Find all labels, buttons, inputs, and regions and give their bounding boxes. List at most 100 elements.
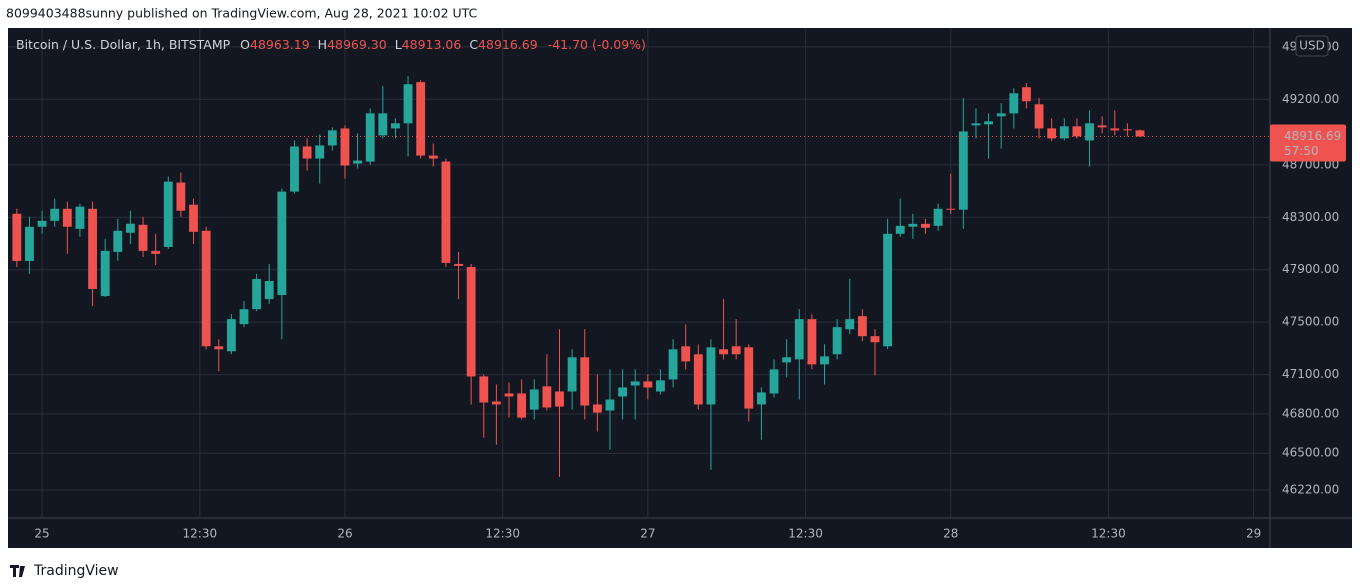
candle-body (378, 113, 388, 136)
candle-body (656, 380, 665, 392)
candle-body (744, 347, 754, 409)
legend-change: -41.70 (-0.09%) (548, 37, 646, 52)
candle-body (163, 181, 173, 247)
candle-body (592, 404, 602, 413)
candle-body (391, 123, 400, 129)
candle-body (517, 393, 527, 418)
candle-body (706, 347, 716, 405)
candle-body (807, 319, 817, 365)
candle-body (883, 233, 893, 347)
currency-badge (1295, 35, 1329, 57)
candle-body (1072, 126, 1082, 137)
last-price-box (1270, 124, 1346, 162)
y-tick-label: 49200.00 (1282, 92, 1339, 106)
candle-body (1009, 93, 1019, 114)
candle-body (529, 389, 539, 410)
candle-body (681, 346, 691, 362)
candle-body (100, 250, 110, 297)
y-tick-label: 46800.00 (1282, 406, 1339, 420)
candle-body (75, 206, 85, 229)
candle-body (1122, 129, 1132, 131)
candle-body (315, 145, 325, 159)
candle-body (353, 160, 362, 164)
candle-body (668, 349, 678, 380)
candle-body (50, 208, 60, 221)
candle-body (845, 319, 855, 330)
candle-body (782, 357, 792, 363)
legend-value: 48913.06 (402, 37, 462, 52)
candle-body (403, 84, 413, 124)
candle-body (1059, 126, 1069, 139)
legend-key: H (318, 37, 327, 52)
candle-body (138, 224, 148, 251)
legend-key: C (469, 37, 478, 52)
x-tick-label: 29 (1246, 527, 1261, 541)
x-tick-label: 12:30 (788, 527, 823, 541)
legend: Bitcoin / U.S. Dollar, 1h, BITSTAMP O489… (16, 37, 646, 52)
candle-body (25, 226, 34, 261)
x-tick-label: 27 (640, 527, 655, 541)
candle-body (302, 146, 312, 159)
candle-body (466, 266, 476, 377)
legend-value: 48969.30 (327, 37, 387, 52)
candle-body (264, 280, 274, 300)
x-tick-label: 26 (337, 527, 352, 541)
x-tick-label: 25 (34, 527, 49, 541)
y-tick-label: 47100.00 (1282, 367, 1339, 381)
y-tick-label: 47900.00 (1282, 262, 1339, 276)
header: 8099403488sunny published on TradingView… (6, 6, 478, 21)
candle-body (895, 225, 905, 234)
candle-body (226, 319, 236, 352)
chart-panel (8, 28, 1352, 548)
candle-body (441, 161, 451, 263)
candle-body (870, 336, 880, 343)
candle-body (277, 191, 287, 296)
candle-body (542, 386, 552, 408)
currency-label: USD (1299, 39, 1325, 53)
x-tick-label: 28 (943, 527, 958, 541)
candle-body (769, 369, 779, 394)
countdown-label: 57:50 (1284, 144, 1319, 158)
candle-body (428, 155, 438, 159)
candle-body (1047, 128, 1057, 139)
candle-body (1097, 125, 1107, 128)
candle-body (933, 208, 943, 226)
brand-name: TradingView (33, 563, 119, 579)
candle-body (996, 113, 1006, 117)
y-tick-label: 48300.00 (1282, 210, 1339, 224)
x-tick-label: 12:30 (1091, 527, 1126, 541)
candle-body (239, 309, 249, 325)
candle-body (37, 220, 47, 227)
candle-body (605, 399, 615, 411)
candle-body (630, 381, 640, 386)
y-tick-label: 47500.00 (1282, 315, 1339, 329)
candle-body (756, 392, 766, 405)
candle-body (491, 401, 501, 405)
candle-body (340, 128, 350, 166)
candle-body (946, 208, 956, 210)
candle-body (504, 393, 514, 397)
candle-body (416, 82, 426, 156)
candle-body (908, 223, 918, 227)
axes-layer: 46220.00 46500.00 46800.00 47100.00 47500.00… (34, 39, 1339, 540)
candle-body (580, 357, 590, 406)
candle-body (1034, 104, 1044, 129)
candle-body (921, 223, 930, 228)
candle-body (12, 213, 22, 261)
grid-layer (8, 28, 1270, 518)
candle-body (693, 354, 703, 405)
candle-body (454, 263, 463, 266)
candle-body (1110, 128, 1120, 131)
y-tick-label: 46500.00 (1282, 446, 1339, 460)
x-tick-label: 12:30 (485, 527, 520, 541)
candle-body (189, 204, 198, 232)
candle-body (113, 230, 123, 252)
brand-logo (10, 565, 25, 577)
y-tick-label: 46220.00 (1282, 482, 1339, 496)
candle-body (1022, 87, 1031, 102)
candle-body (731, 346, 741, 355)
legend-key: L (395, 37, 402, 52)
candle-body (555, 391, 564, 407)
candle-body (1135, 130, 1145, 137)
candle-body (365, 113, 375, 162)
